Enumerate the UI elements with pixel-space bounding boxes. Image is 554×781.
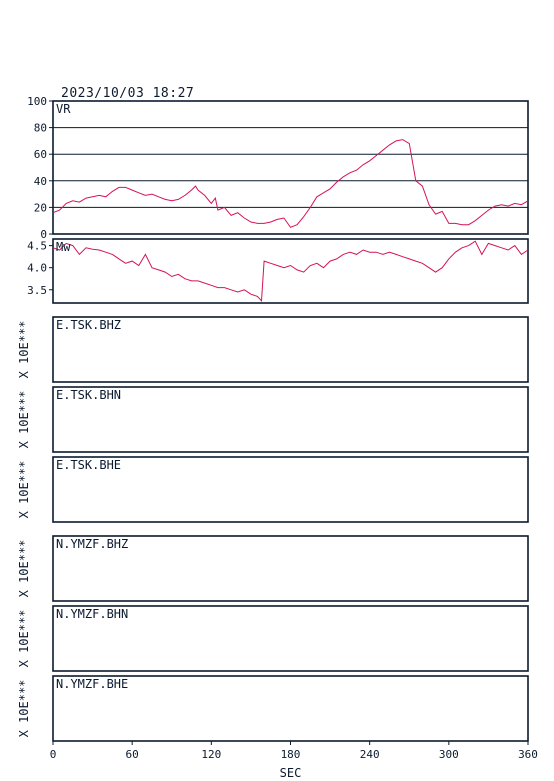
vr-panel-title: VR (56, 102, 71, 116)
vr-ytick-label: 0 (40, 228, 47, 241)
station-label: N.YMZF.BHN (56, 607, 128, 621)
mw-ytick-label: 4.0 (27, 262, 47, 275)
station-label: E.TSK.BHE (56, 458, 121, 472)
mw-panel (52, 238, 529, 304)
vr-series-line (52, 139, 529, 228)
amplitude-scale-label: X 10E*** (17, 540, 31, 598)
vr-ytick-label: 20 (34, 201, 47, 214)
vr-panel (52, 100, 529, 235)
amplitude-scale-label: X 10E*** (17, 461, 31, 519)
xtick-label: 180 (281, 748, 301, 761)
vr-ytick-label: 100 (27, 95, 47, 108)
station-label: N.YMZF.BHE (56, 677, 128, 691)
amplitude-scale-label: X 10E*** (17, 321, 31, 379)
xtick-label: 120 (201, 748, 221, 761)
vr-ytick-label: 60 (34, 148, 47, 161)
mw-panel-title: Mw (56, 240, 71, 254)
datetime-label: 2023/10/03 18:27 (61, 86, 195, 101)
x-axis-label: SEC (280, 766, 302, 780)
xtick-label: 60 (126, 748, 139, 761)
waveform-panel (52, 456, 529, 523)
vr-ytick-label: 80 (34, 122, 47, 135)
station-label: N.YMZF.BHZ (56, 537, 128, 551)
xtick-label: 0 (50, 748, 57, 761)
amplitude-scale-label: X 10E*** (17, 680, 31, 738)
amplitude-scale-label: X 10E*** (17, 610, 31, 668)
vr-ytick-label: 40 (34, 175, 47, 188)
station-label: E.TSK.BHN (56, 388, 121, 402)
station-label: E.TSK.BHZ (56, 318, 121, 332)
mw-series-line (52, 240, 529, 303)
mw-ytick-label: 3.5 (27, 284, 47, 297)
waveform-panel (52, 535, 529, 602)
xtick-label: 300 (439, 748, 459, 761)
amplitude-scale-label: X 10E*** (17, 391, 31, 449)
xtick-label: 360 (518, 748, 538, 761)
waveform-panel (52, 386, 529, 453)
mw-ytick-label: 4.5 (27, 240, 47, 253)
waveform-panel (52, 605, 529, 672)
xtick-label: 240 (360, 748, 380, 761)
waveform-panel (52, 316, 529, 383)
